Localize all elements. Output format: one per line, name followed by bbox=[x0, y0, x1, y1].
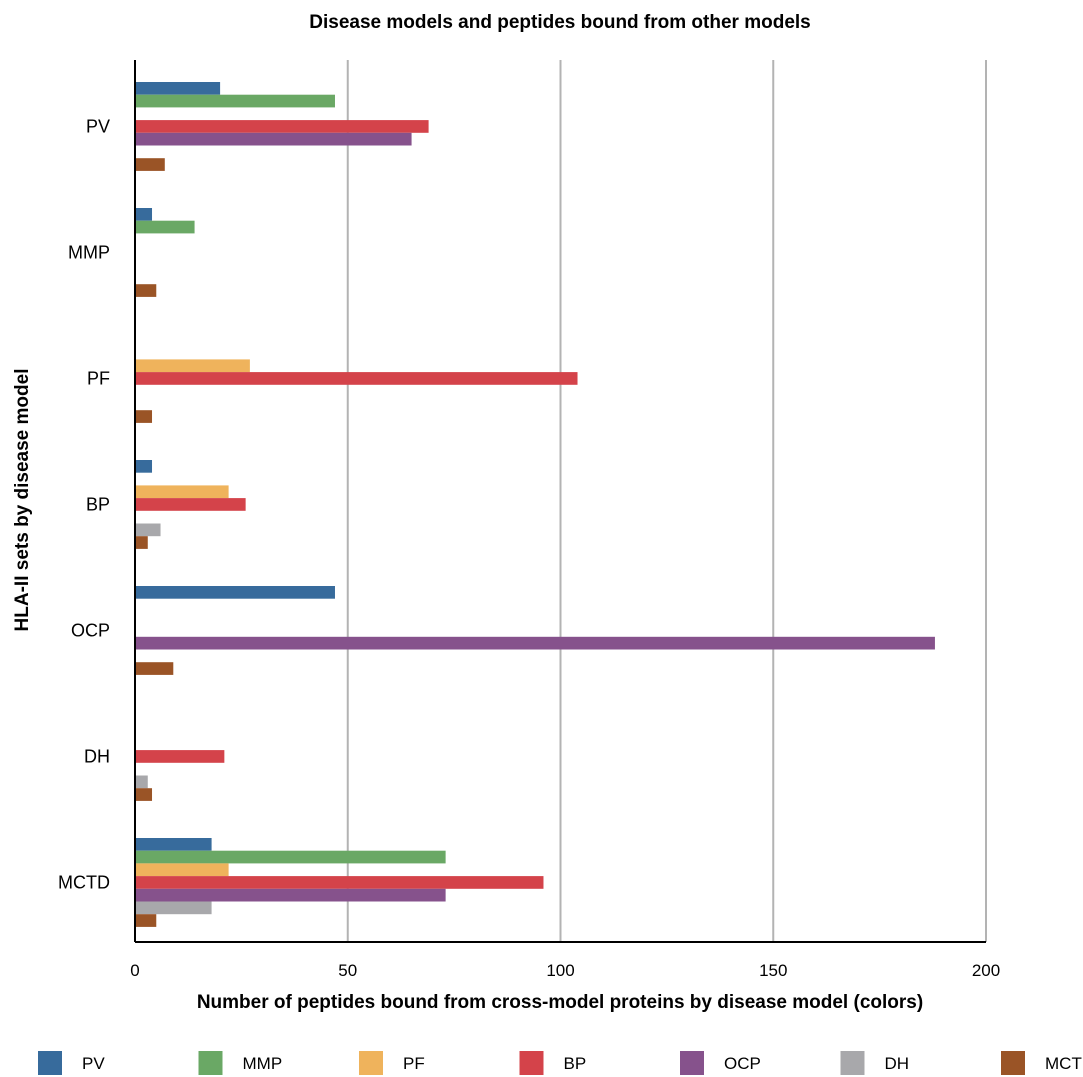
bar-MMP-MCTD bbox=[135, 284, 157, 297]
bar-MMP-PV bbox=[135, 208, 153, 221]
y-category-label: MMP bbox=[68, 242, 110, 262]
x-tick-label: 100 bbox=[546, 961, 574, 980]
bar-PF-BP bbox=[135, 372, 578, 385]
legend-swatch-MCTD bbox=[1001, 1051, 1025, 1075]
y-category-label: PF bbox=[87, 368, 110, 388]
axes bbox=[134, 60, 986, 943]
bar-PV-PV bbox=[135, 82, 221, 95]
y-category-label: BP bbox=[86, 494, 110, 514]
bar-DH-DH bbox=[135, 775, 148, 789]
x-tick-label: 150 bbox=[759, 961, 787, 980]
bar-BP-MCTD bbox=[135, 536, 148, 549]
legend-swatch-DH bbox=[840, 1051, 865, 1075]
legend-label-PF: PF bbox=[403, 1054, 425, 1073]
legend-swatch-PV bbox=[38, 1051, 62, 1075]
x-tick-label: 0 bbox=[130, 961, 139, 980]
bar-OCP-PV bbox=[135, 586, 335, 599]
bar-MCTD-DH bbox=[135, 901, 212, 915]
legend-label-BP: BP bbox=[564, 1054, 587, 1073]
bar-PF-PF bbox=[135, 359, 250, 373]
bar-PV-BP bbox=[135, 120, 429, 133]
chart-title: Disease models and peptides bound from o… bbox=[309, 12, 810, 33]
legend-label-DH: DH bbox=[885, 1054, 910, 1073]
bar-OCP-OCP bbox=[135, 636, 935, 650]
bar-BP-PF bbox=[135, 485, 229, 499]
y-category-label: PV bbox=[86, 116, 110, 136]
bar-MCTD-PF bbox=[135, 863, 229, 877]
bar-MCTD-BP bbox=[135, 876, 544, 889]
gridlines bbox=[346, 60, 987, 942]
bar-MMP-MMP bbox=[135, 220, 195, 234]
legend-label-PV: PV bbox=[82, 1054, 105, 1073]
bars bbox=[135, 82, 935, 927]
bar-BP-BP bbox=[135, 498, 246, 511]
bar-DH-MCTD bbox=[135, 788, 153, 801]
legend-label-MMP: MMP bbox=[243, 1054, 283, 1073]
bar-PV-MCTD bbox=[135, 158, 165, 171]
legend-swatch-BP bbox=[519, 1051, 544, 1075]
legend: PV MMP PF BP OCP DH MCTD bbox=[38, 1051, 1083, 1075]
bar-MCTD-MCTD bbox=[135, 914, 157, 927]
bar-BP-DH bbox=[135, 523, 161, 537]
x-tick-label: 50 bbox=[338, 961, 357, 980]
bar-MCTD-MMP bbox=[135, 850, 446, 864]
bar-MCTD-OCP bbox=[135, 888, 446, 902]
y-category-label: DH bbox=[84, 746, 110, 766]
bar-PF-MCTD bbox=[135, 410, 153, 423]
legend-swatch-MMP bbox=[198, 1051, 223, 1075]
y-axis-title: HLA-II sets by disease model bbox=[12, 369, 33, 632]
legend-label-OCP: OCP bbox=[724, 1054, 761, 1073]
bar-PV-OCP bbox=[135, 132, 412, 146]
bar-MCTD-PV bbox=[135, 838, 212, 851]
legend-label-MCTD: MCTD bbox=[1045, 1054, 1083, 1073]
x-tick-labels: 0 50 100 150 200 bbox=[130, 961, 1000, 980]
y-category-label: MCTD bbox=[58, 872, 110, 892]
bar-OCP-MCTD bbox=[135, 662, 174, 675]
y-category-label: OCP bbox=[71, 620, 110, 640]
bar-DH-BP bbox=[135, 750, 225, 763]
x-axis-title: Number of peptides bound from cross-mode… bbox=[197, 992, 923, 1013]
bar-PV-MMP bbox=[135, 94, 335, 108]
x-tick-label: 200 bbox=[972, 961, 1000, 980]
legend-swatch-PF bbox=[359, 1051, 383, 1075]
legend-swatch-OCP bbox=[680, 1051, 704, 1075]
bar-BP-PV bbox=[135, 460, 153, 473]
y-category-labels: PV MMP PF BP OCP DH MCTD bbox=[58, 116, 110, 892]
